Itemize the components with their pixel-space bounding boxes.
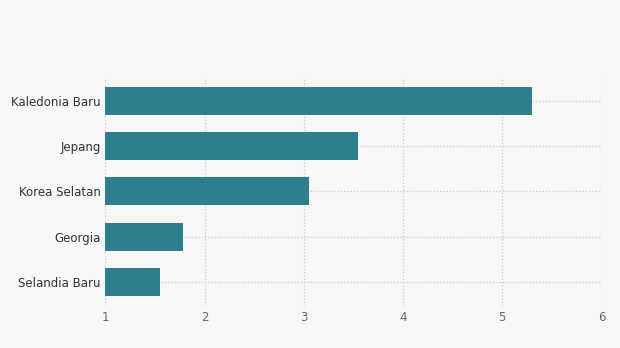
Bar bbox=[105, 177, 309, 205]
Bar bbox=[105, 132, 358, 160]
Bar bbox=[105, 87, 532, 115]
Bar bbox=[105, 268, 160, 296]
Bar bbox=[105, 223, 183, 251]
